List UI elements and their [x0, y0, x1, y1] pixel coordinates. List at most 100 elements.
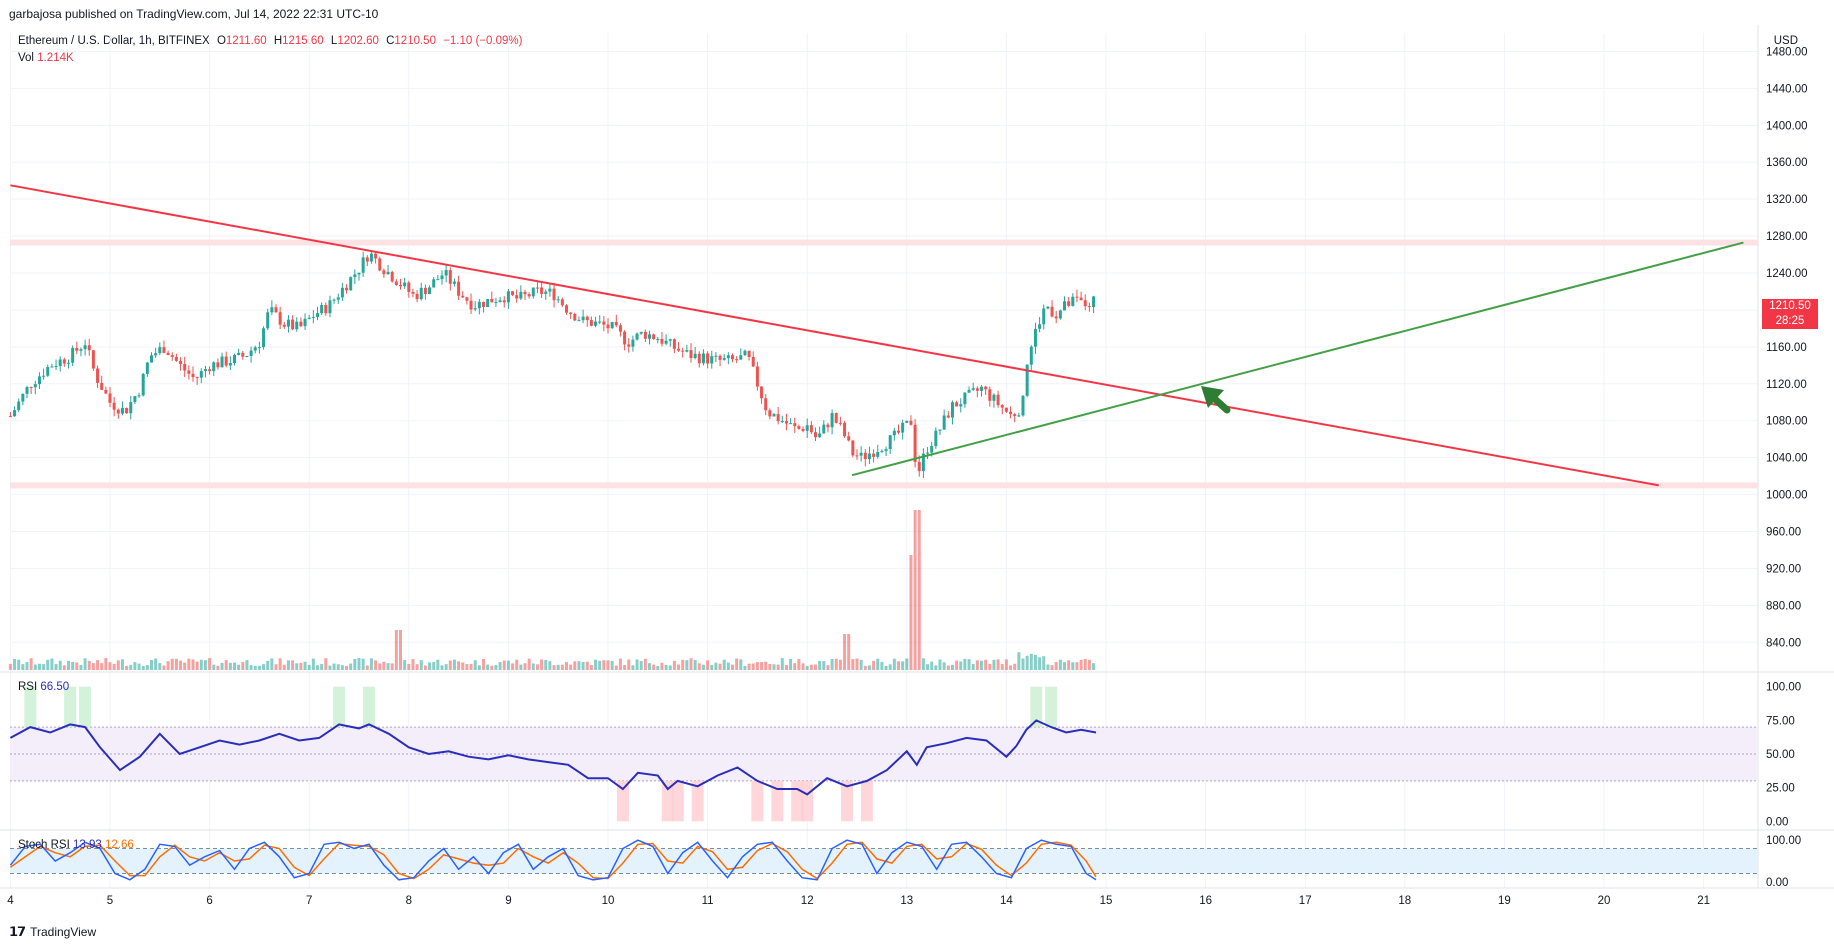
- volume-bar: [361, 658, 365, 670]
- volume-bar: [801, 663, 805, 670]
- volume-bar: [901, 661, 905, 670]
- volume-bar: [697, 663, 701, 670]
- volume-bar: [1087, 659, 1091, 670]
- candle-body: [286, 319, 290, 327]
- candle-body: [104, 389, 108, 394]
- candle-body: [253, 347, 257, 351]
- volume-bar: [332, 663, 336, 670]
- rsi-overbought-highlight: [79, 686, 92, 728]
- candle-body: [112, 402, 116, 410]
- volume-bar: [428, 662, 432, 670]
- y-tick-label: 1240.00: [1766, 268, 1808, 280]
- volume-bar: [830, 658, 834, 670]
- candle-body: [789, 423, 793, 425]
- horizontal-zone: [10, 239, 1758, 246]
- volume-bar: [125, 665, 129, 670]
- candle-body: [942, 415, 946, 430]
- candle-body: [884, 449, 888, 451]
- candle-body: [830, 413, 834, 428]
- volume-bar: [71, 662, 75, 670]
- volume-bar: [797, 659, 801, 670]
- candle-body: [58, 359, 62, 367]
- x-tick-label: 14: [1000, 895, 1013, 907]
- rsi-y-tick-label: 0.00: [1766, 816, 1788, 828]
- rsi-oversold-highlight: [771, 780, 784, 822]
- candle-body: [316, 313, 319, 317]
- volume-bar: [174, 658, 178, 670]
- volume-bar: [693, 659, 697, 670]
- volume-bar: [17, 659, 21, 670]
- volume-bar: [884, 665, 888, 670]
- volume-bar: [552, 665, 556, 670]
- volume-bar: [527, 658, 531, 670]
- candle-body: [444, 270, 448, 276]
- volume-bar: [930, 661, 934, 670]
- y-tick-label: 1480.00: [1766, 46, 1808, 58]
- candle-body: [1042, 308, 1046, 325]
- candle-body: [585, 316, 589, 321]
- candle-body: [490, 298, 494, 303]
- candle-body: [96, 368, 100, 383]
- candle-body: [187, 370, 191, 374]
- x-tick-label: 4: [7, 895, 14, 907]
- volume-bar: [614, 665, 618, 670]
- y-tick-label: 1000.00: [1766, 490, 1808, 502]
- candle-body: [668, 339, 672, 341]
- candle-body: [428, 287, 432, 295]
- volume-bar: [249, 665, 253, 670]
- candle-body: [1075, 296, 1079, 298]
- candle-body: [635, 333, 639, 340]
- volume-bar: [1071, 662, 1075, 670]
- candle-body: [332, 299, 336, 301]
- volume-bar: [589, 665, 593, 670]
- volume-bar: [1075, 662, 1079, 670]
- candle-body: [913, 424, 917, 462]
- volume-bar: [191, 659, 195, 670]
- stoch-rsi-legend: Stoch RSI 13.93 12.66: [18, 839, 134, 851]
- symbol-label[interactable]: Ethereum / U.S. Dollar, 1h, BITFINEX: [18, 35, 210, 47]
- candle-body: [75, 347, 79, 351]
- volume-bar: [631, 665, 635, 670]
- candle-body: [1013, 414, 1017, 416]
- currency-label: USD: [1773, 35, 1798, 47]
- volume-bar: [179, 660, 183, 670]
- volume-bar: [340, 665, 344, 670]
- candle-body: [336, 297, 340, 300]
- candle-body: [606, 324, 610, 329]
- brand-label: TradingView: [30, 925, 97, 939]
- volume-bar: [498, 662, 502, 670]
- candle-body: [988, 389, 992, 401]
- candle-body: [876, 451, 880, 457]
- volume-bar: [1017, 652, 1021, 670]
- volume-bar: [423, 665, 427, 670]
- volume-bar: [627, 659, 631, 670]
- candle-body: [760, 386, 764, 399]
- volume-bar: [959, 661, 963, 670]
- volume-bar: [809, 664, 813, 670]
- volume-bar: [386, 663, 390, 670]
- volume-value: 1.214K: [37, 52, 74, 64]
- volume-bar: [473, 660, 477, 670]
- rsi-legend: RSI 66.50: [18, 681, 70, 693]
- rsi-y-tick-label: 75.00: [1766, 715, 1795, 727]
- volume-bar: [731, 664, 734, 670]
- volume-bar: [780, 658, 784, 670]
- volume-bar: [29, 658, 33, 670]
- volume-bar: [345, 665, 349, 670]
- candle-body: [1033, 328, 1037, 347]
- candle-body: [125, 407, 129, 414]
- candle-body: [623, 331, 627, 345]
- volume-bar: [87, 660, 91, 670]
- volume-bar: [444, 664, 448, 670]
- candle-body: [784, 421, 788, 424]
- candle-body: [390, 271, 394, 282]
- volume-bar: [494, 665, 498, 670]
- candle-body: [731, 355, 734, 360]
- volume-bar: [714, 662, 718, 670]
- volume-bar: [776, 664, 780, 670]
- volume-bar: [768, 663, 772, 670]
- volume-bar: [311, 658, 315, 670]
- volume-bar: [859, 659, 863, 670]
- candle-body: [203, 369, 207, 372]
